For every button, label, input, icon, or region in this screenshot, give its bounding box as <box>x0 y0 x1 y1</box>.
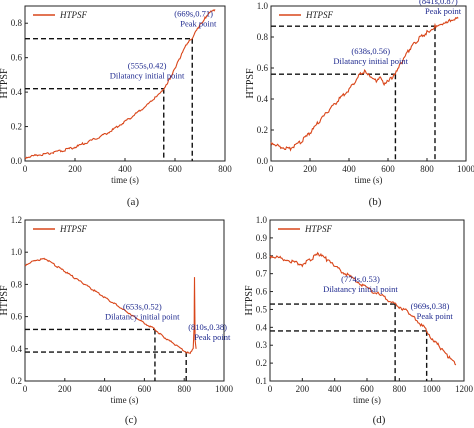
x-tick-label: 600 <box>138 384 152 394</box>
x-tick-label: 0 <box>268 384 273 394</box>
x-tick-label: 200 <box>68 164 82 174</box>
x-tick-label: 400 <box>98 384 112 394</box>
y-tick-label: 0.1 <box>256 376 267 386</box>
x-tick-label: 400 <box>328 384 342 394</box>
chart-panel-3: 0 200 400 600 800 1000 1200 0.1 0.2 0.3 0.4 0.5 0.6 0… <box>244 215 474 426</box>
annotation-value: (669s,0.71) <box>174 9 213 19</box>
y-tick-label: 1.2 <box>11 215 22 225</box>
x-tick-label: 0 <box>23 384 28 394</box>
annotation-value: (653s,0.52) <box>123 301 162 311</box>
annotation-name: Peak point <box>417 311 454 321</box>
series-line <box>24 9 216 160</box>
y-tick-label: 0.9 <box>256 233 268 243</box>
plot-frame <box>24 219 225 382</box>
x-axis-label: time (s) <box>355 175 383 185</box>
plot-frame <box>24 5 226 162</box>
annotation-value: (774s,0.53) <box>341 274 380 284</box>
x-tick-label: 1000 <box>215 384 234 394</box>
y-tick-label: 0.4 <box>11 87 23 97</box>
x-tick-label: 800 <box>393 384 407 394</box>
y-tick-label: 0.2 <box>11 122 22 132</box>
y-tick-label: 0.8 <box>11 18 23 28</box>
annotation-name: Dilatancy initial point <box>105 311 180 321</box>
annotation-name: Peak point <box>425 6 462 16</box>
x-tick-label: 200 <box>296 384 310 394</box>
annotation-name: Peak point <box>194 332 231 342</box>
plot-frame <box>270 5 467 162</box>
legend-label: HTPSF <box>305 10 334 20</box>
x-tick-label: 0 <box>269 164 274 174</box>
x-tick-label: 800 <box>218 164 232 174</box>
series-line <box>24 257 197 355</box>
x-tick-label: 400 <box>342 164 356 174</box>
annotation-value: (810s,0.38) <box>188 322 227 332</box>
annotation-name: Peak point <box>180 19 217 29</box>
y-tick-label: 0.8 <box>256 251 268 261</box>
annotation-name: Dilatancy initial point <box>333 56 408 66</box>
annotation-value: (555s,0.42) <box>128 61 167 71</box>
y-tick-label: 0.0 <box>257 156 269 166</box>
y-tick-label: 0.0 <box>11 156 23 166</box>
x-tick-label: 1200 <box>455 384 474 394</box>
y-tick-label: 0.8 <box>11 279 23 289</box>
panel-caption: (a) <box>127 196 140 208</box>
x-axis-label: time (s) <box>353 395 381 405</box>
x-tick-label: 400 <box>118 164 132 174</box>
y-tick-label: 0.8 <box>257 32 269 42</box>
annotation-name: Dilatancy initial point <box>110 71 185 81</box>
y-tick-label: 0.4 <box>257 94 269 104</box>
series-line <box>269 251 457 366</box>
annotation-value: (841s,0.87) <box>419 0 458 6</box>
y-tick-label: 0.6 <box>257 63 269 73</box>
chart-panel-2: 0 200 400 600 800 1000 0.2 0.4 0.6 0.8 1.0 1.2 time … <box>0 215 234 426</box>
series-line <box>270 16 459 152</box>
y-tick-label: 0.6 <box>11 53 23 63</box>
y-tick-label: 0.2 <box>257 125 268 135</box>
x-axis-label: time (s) <box>111 175 139 185</box>
y-tick-label: 0.2 <box>256 358 267 368</box>
x-tick-label: 600 <box>381 164 395 174</box>
x-axis-label: time (s) <box>111 395 139 405</box>
y-tick-label: 0.7 <box>256 269 268 279</box>
x-tick-label: 800 <box>177 384 191 394</box>
annotation-value: (969s,0.38) <box>411 301 450 311</box>
panel-caption: (b) <box>369 196 382 208</box>
x-tick-label: 600 <box>168 164 182 174</box>
y-axis-label: HTPSF <box>0 285 10 315</box>
x-tick-label: 800 <box>420 164 434 174</box>
legend-label: HTPSF <box>59 10 88 20</box>
y-tick-label: 0.5 <box>256 304 268 314</box>
y-tick-label: 1.0 <box>11 247 23 257</box>
chart-panel-1: 0 200 400 600 800 1000 0.0 0.2 0.4 0.6 0.8 1.0 time … <box>245 0 474 208</box>
chart-panel-0: 0 200 400 600 800 0.0 0.2 0.4 0.6 0.8 time (s) HTPS… <box>0 5 232 208</box>
y-tick-label: 0.4 <box>256 322 268 332</box>
legend-label: HTPSF <box>304 224 333 234</box>
panel-caption: (c) <box>125 414 138 426</box>
y-axis-label: HTPSF <box>245 68 256 98</box>
y-tick-label: 1.0 <box>256 215 268 225</box>
panel-caption: (d) <box>373 414 386 426</box>
x-tick-label: 1000 <box>457 164 474 174</box>
annotation-value: (638s,0.56) <box>351 46 390 56</box>
y-tick-label: 0.6 <box>256 287 268 297</box>
x-tick-label: 1000 <box>423 384 442 394</box>
x-tick-label: 0 <box>23 164 28 174</box>
y-axis-label: HTPSF <box>244 285 255 315</box>
x-tick-label: 600 <box>360 384 374 394</box>
y-axis-label: HTPSF <box>0 68 10 98</box>
y-tick-label: 0.6 <box>11 312 23 322</box>
annotation-name: Dilatancy initial point <box>323 284 398 294</box>
y-tick-label: 0.4 <box>11 344 23 354</box>
x-tick-label: 200 <box>303 164 317 174</box>
y-tick-label: 1.0 <box>257 1 269 11</box>
x-tick-label: 200 <box>58 384 72 394</box>
y-tick-label: 0.2 <box>11 376 22 386</box>
y-tick-label: 0.3 <box>256 340 268 350</box>
legend-label: HTPSF <box>59 224 88 234</box>
